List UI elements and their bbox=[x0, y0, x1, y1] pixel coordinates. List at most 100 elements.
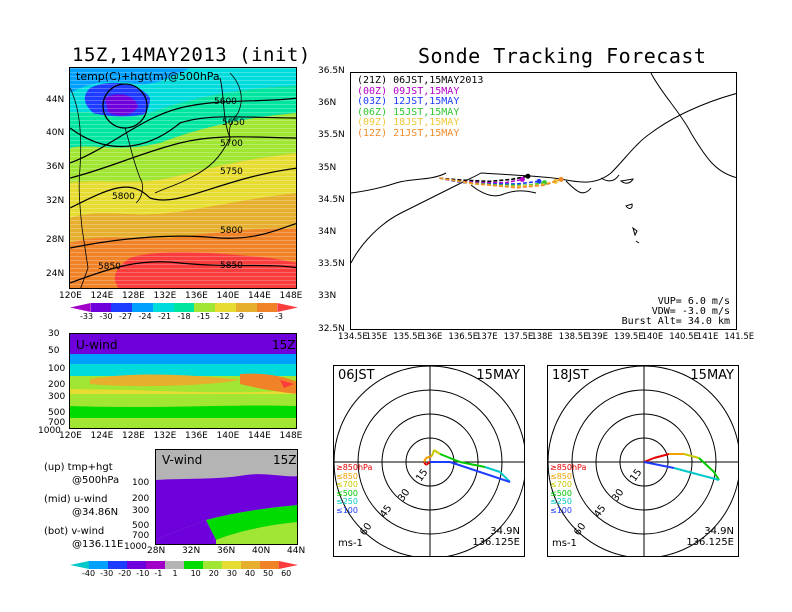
lat-tick: 40N bbox=[46, 128, 65, 138]
colorbar-swatch bbox=[194, 303, 216, 312]
colorbar-swatch bbox=[165, 561, 184, 569]
hodograph-unit: ms-1 bbox=[338, 538, 363, 549]
lon-tick: 132E bbox=[153, 291, 177, 301]
lon-tick: 137E bbox=[476, 332, 498, 342]
colorbar-label: -9 bbox=[236, 312, 244, 321]
colorbar-swatch bbox=[215, 303, 236, 312]
launch-legend-item: (21Z) 06JST,15MAY2013 bbox=[357, 75, 484, 86]
note-line: (bot) v-wind bbox=[44, 526, 105, 537]
lat-tick: 33.5N bbox=[318, 259, 345, 270]
colorbar-swatch bbox=[132, 303, 153, 312]
note-line: (mid) u-wind bbox=[44, 494, 108, 505]
lon-tick: 144E bbox=[248, 431, 271, 441]
p-tick: 300 bbox=[132, 506, 150, 516]
lat-tick: 32N bbox=[46, 196, 65, 206]
lon-tick: 148E bbox=[279, 431, 303, 441]
colorbar-swatch bbox=[90, 303, 112, 312]
lon-tick: 136E bbox=[185, 431, 208, 441]
lon-tick: 139E bbox=[586, 332, 608, 342]
hodograph-trace bbox=[713, 471, 720, 481]
hodograph-date: 15MAY bbox=[476, 368, 520, 383]
track-line bbox=[439, 175, 529, 183]
p-tick: 50 bbox=[48, 346, 60, 356]
lon-tick: 140.5E bbox=[669, 332, 699, 342]
lon-tick: 141E bbox=[696, 332, 719, 342]
p-tick: 700 bbox=[132, 531, 150, 541]
hodograph-level: ≤250 bbox=[336, 497, 358, 506]
lon-tick: 135E bbox=[365, 332, 388, 342]
p-tick: 300 bbox=[48, 392, 66, 402]
launch-legend-item: (03Z) 12JST,15MAY bbox=[357, 96, 460, 107]
lat-tick: 40N bbox=[252, 546, 271, 556]
hodograph-level: ≤700 bbox=[336, 480, 358, 489]
colorbar-swatch bbox=[241, 561, 260, 569]
track-end-point bbox=[525, 173, 531, 179]
hodograph-trace bbox=[484, 466, 501, 473]
track-map-plot bbox=[351, 73, 736, 264]
hodograph-time: 06JST bbox=[338, 368, 375, 383]
colorbar-swatch bbox=[277, 303, 298, 312]
contour-label: 5850 bbox=[98, 262, 121, 272]
map-500hpa-field bbox=[70, 68, 296, 288]
track-line bbox=[439, 177, 523, 184]
lat-tick: 36N bbox=[46, 162, 65, 172]
p-tick: 100 bbox=[132, 478, 150, 488]
vwind-time: 15Z bbox=[273, 453, 297, 467]
colorbar-swatch bbox=[235, 303, 257, 312]
colorbar-label: -21 bbox=[158, 312, 172, 321]
colorbar-label: 50 bbox=[263, 569, 274, 578]
p-tick: 200 bbox=[48, 380, 66, 390]
contour-label: 5750 bbox=[220, 167, 243, 177]
lon-tick: 124E bbox=[90, 291, 114, 301]
hodograph-time: 18JST bbox=[552, 368, 589, 383]
hodograph-trace bbox=[423, 457, 427, 463]
hodograph-trace bbox=[459, 461, 486, 468]
hodograph-plot bbox=[548, 366, 738, 556]
lat-tick: 36N bbox=[217, 546, 236, 556]
hodograph-trace bbox=[683, 453, 700, 459]
left-title: 15Z,14MAY2013 (init) bbox=[72, 44, 311, 66]
hodograph-lat: 34.9N bbox=[704, 526, 734, 537]
colorbar-swatch bbox=[146, 561, 165, 569]
hodograph-lon: 136.125E bbox=[472, 537, 520, 548]
hodograph-trace bbox=[431, 449, 435, 457]
lon-tick: 140E bbox=[641, 332, 664, 342]
hodograph-level: ≥850hPa bbox=[336, 463, 373, 472]
contour-label: 5600 bbox=[214, 97, 237, 107]
colorbar-label: -3 bbox=[275, 312, 283, 321]
colorbar-label: -27 bbox=[119, 312, 133, 321]
track-end-point bbox=[536, 178, 542, 184]
p-tick: 200 bbox=[132, 494, 150, 504]
lon-tick: 134.5E bbox=[338, 332, 368, 342]
colorbar-swatch bbox=[89, 561, 108, 569]
hodograph-level: ≤700 bbox=[550, 480, 572, 489]
lon-tick: 136E bbox=[185, 291, 208, 301]
lon-tick: 120E bbox=[59, 431, 82, 441]
vwind-panel: V-wind 15Z bbox=[155, 449, 298, 545]
track-end-point bbox=[558, 176, 564, 182]
hodograph-trace bbox=[643, 461, 675, 469]
contour-label: 5850 bbox=[220, 261, 243, 271]
lon-tick: 135.5E bbox=[393, 332, 423, 342]
lat-tick: 36.5N bbox=[318, 66, 345, 76]
colorbar-label: -24 bbox=[138, 312, 152, 321]
hodograph-panel: 18JST 15MAY 34.9N 136.125E ms-1 15 30 45 60 ≥850h… bbox=[547, 365, 739, 557]
contour-label: 5800 bbox=[112, 192, 135, 202]
colorbar-swatch bbox=[70, 561, 89, 569]
lat-tick: 44N bbox=[46, 95, 65, 105]
colorbar-label: 40 bbox=[244, 569, 256, 578]
colorbar-label: -33 bbox=[80, 312, 94, 321]
lat-tick: 28N bbox=[147, 546, 166, 556]
lon-tick: 138E bbox=[531, 332, 553, 342]
hodograph-level: ≥850hPa bbox=[550, 463, 587, 472]
vwind-title: V-wind bbox=[162, 453, 203, 467]
contour-label: 5700 bbox=[220, 139, 243, 149]
p-tick: 500 bbox=[48, 408, 66, 418]
hodograph-level: ≤100 bbox=[550, 505, 572, 515]
colorbar-swatch bbox=[173, 303, 195, 312]
lon-tick: 138.5E bbox=[558, 332, 589, 342]
uwind-title: U-wind bbox=[76, 338, 118, 352]
colorbar-label: 1 bbox=[172, 569, 178, 578]
hodograph-panel: 06JST 15MAY 34.9N 136.125E ms-1 15 30 45 60 ≥850h… bbox=[333, 365, 525, 557]
track-end-point bbox=[519, 176, 525, 182]
